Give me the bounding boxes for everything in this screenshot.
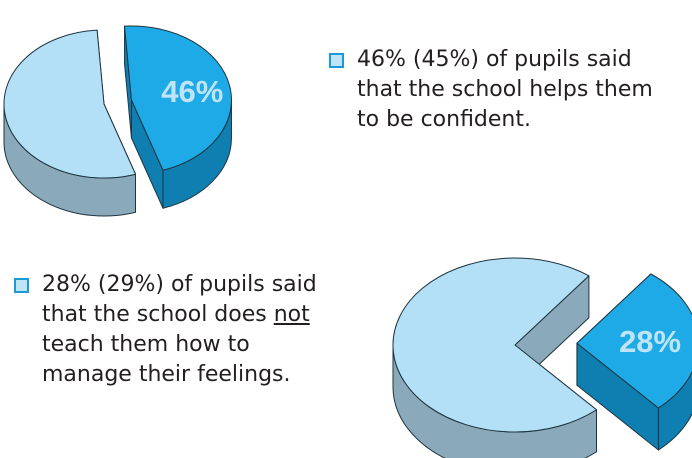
caption-line: that the school helps them	[357, 77, 653, 102]
checkbox-bullet-icon	[14, 278, 29, 293]
pie-chart-feelings: 28%	[392, 257, 692, 458]
slice-exploded-top	[576, 273, 692, 409]
data-label: 28%	[619, 324, 681, 359]
caption-line: to be confident.	[357, 107, 531, 132]
checkbox-bullet-icon	[329, 53, 344, 68]
pie-chart-confident: 46%	[3, 25, 232, 217]
caption-text: that the school does	[42, 302, 274, 327]
slice-exploded-side-wall	[657, 370, 692, 451]
slice-rest-top	[3, 29, 137, 179]
caption-confident: 46% (45%) of pupils said that the school…	[329, 45, 653, 135]
data-label: 46%	[161, 74, 223, 109]
slice-rest-top	[392, 257, 597, 433]
emphasis-not: not	[273, 302, 310, 327]
slice-exploded-top	[124, 25, 232, 171]
caption-line: 28% (29%) of pupils said	[42, 272, 317, 297]
slice-exploded-group: 28%	[576, 273, 692, 451]
caption-line: 46% (45%) of pupils said	[357, 47, 632, 72]
slice-exploded-group: 46%	[124, 25, 232, 209]
caption-line: that the school does not	[14, 300, 317, 330]
caption-feelings: 28% (29%) of pupils said that the school…	[14, 270, 317, 390]
caption-line: teach them how to	[42, 332, 250, 357]
caption-line: manage their feelings.	[42, 362, 291, 387]
